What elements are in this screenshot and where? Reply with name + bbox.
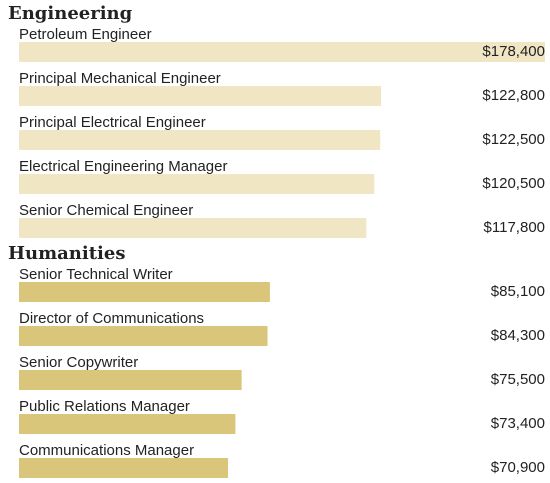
value-label: $70,900	[491, 459, 545, 476]
category-label: Senior Chemical Engineer	[19, 202, 193, 219]
group-title: Engineering	[8, 3, 133, 24]
category-label: Senior Technical Writer	[19, 266, 173, 283]
bar	[19, 218, 367, 238]
category-label: Communications Manager	[19, 442, 194, 459]
value-label: $120,500	[482, 175, 545, 192]
value-label: $178,400	[482, 43, 545, 60]
category-label: Petroleum Engineer	[19, 26, 152, 43]
value-label: $122,500	[482, 131, 545, 148]
bar	[19, 458, 229, 478]
category-label: Electrical Engineering Manager	[19, 158, 227, 175]
bar	[19, 86, 382, 106]
category-label: Director of Communications	[19, 310, 204, 327]
value-label: $117,800	[484, 219, 545, 236]
category-label: Principal Mechanical Engineer	[19, 70, 221, 87]
value-label: $122,800	[482, 87, 545, 104]
bar	[19, 282, 270, 302]
value-label: $75,500	[491, 371, 545, 388]
bar	[19, 370, 242, 390]
bar	[19, 174, 375, 194]
value-label: $84,300	[491, 327, 545, 344]
bar	[19, 42, 545, 62]
group-title: Humanities	[8, 243, 125, 264]
category-label: Senior Copywriter	[19, 354, 138, 371]
value-label: $85,100	[491, 283, 545, 300]
bar	[19, 326, 268, 346]
bar	[19, 130, 381, 150]
category-label: Principal Electrical Engineer	[19, 114, 206, 131]
category-label: Public Relations Manager	[19, 398, 190, 415]
value-label: $73,400	[491, 415, 545, 432]
bar	[19, 414, 236, 434]
